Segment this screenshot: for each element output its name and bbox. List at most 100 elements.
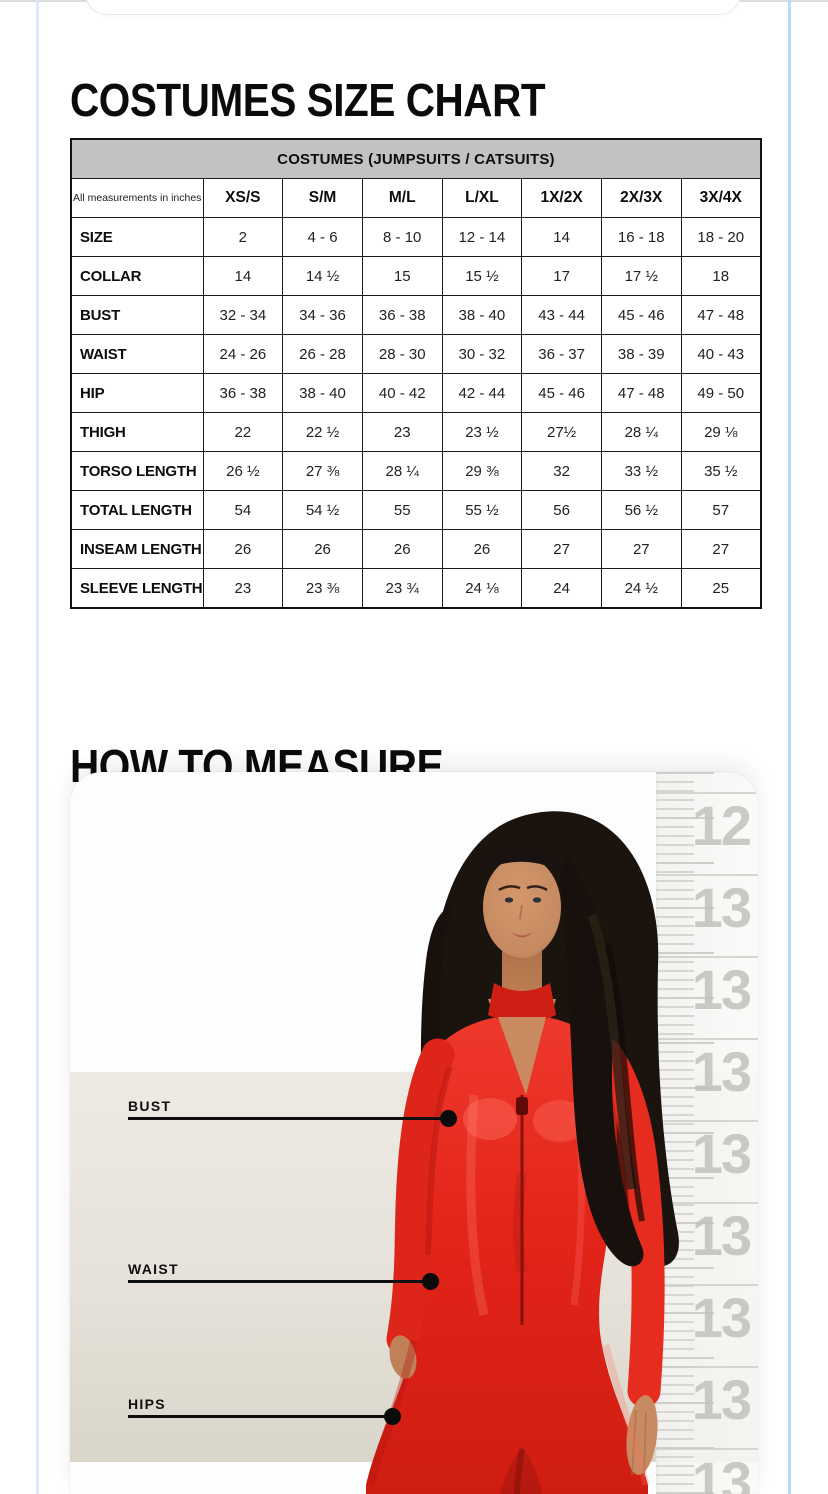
tape-number: 13 <box>691 1122 752 1185</box>
tape-number: 13 <box>691 958 752 1021</box>
column-header: 3X/4X <box>680 178 762 218</box>
size-value-cell: 47 - 48 <box>600 373 682 413</box>
size-value-cell: 38 - 40 <box>282 373 363 413</box>
size-value-cell: 35 ½ <box>680 451 762 491</box>
size-value-cell: 32 - 34 <box>202 295 284 335</box>
size-value-cell: 15 <box>361 256 443 296</box>
table-row: THIGH 22 22 ½ 23 23 ½ 27½ 28 ¼ 29 ⅛ <box>70 412 762 452</box>
tape-number: 13 <box>691 876 752 939</box>
size-value-cell: 26 - 28 <box>282 334 363 374</box>
size-value-cell: 34 - 36 <box>282 295 363 335</box>
size-value-cell: 49 - 50 <box>680 373 762 413</box>
table-row: TORSO LENGTH 26 ½ 27 ⅜ 28 ¼ 29 ⅜ 32 33 ½ 35 ½ <box>70 451 762 491</box>
size-value-cell: 54 <box>202 490 284 530</box>
size-value-cell: 56 <box>521 490 602 530</box>
previous-card-bottom-edge <box>85 0 741 14</box>
table-row: COLLAR 14 14 ½ 15 15 ½ 17 17 ½ 18 <box>70 256 762 296</box>
size-value-cell: 14 <box>202 256 284 296</box>
size-value-cell: 40 - 43 <box>680 334 762 374</box>
hips-pointer-line <box>128 1415 392 1418</box>
column-header: L/XL <box>441 178 523 218</box>
size-value-cell: 38 - 39 <box>600 334 682 374</box>
size-value-cell: 8 - 10 <box>361 217 443 257</box>
size-value-cell: 16 - 18 <box>600 217 682 257</box>
row-label: HIP <box>70 373 204 413</box>
size-value-cell: 36 - 37 <box>521 334 602 374</box>
size-value-cell: 54 ½ <box>282 490 363 530</box>
row-label: THIGH <box>70 412 204 452</box>
size-value-cell: 47 - 48 <box>680 295 762 335</box>
bust-pointer-line <box>128 1117 448 1120</box>
bust-label: BUST <box>128 1098 172 1114</box>
size-value-cell: 12 - 14 <box>441 217 523 257</box>
tape-number: 13 <box>691 1450 752 1494</box>
size-value-cell: 28 ¼ <box>361 451 443 491</box>
row-label: SLEEVE LENGTH <box>70 568 204 609</box>
size-value-cell: 23 <box>361 412 443 452</box>
table-row: WAIST 24 - 26 26 - 28 28 - 30 30 - 32 36 - 37… <box>70 334 762 374</box>
size-value-cell: 56 ½ <box>600 490 682 530</box>
size-value-cell: 57 <box>680 490 762 530</box>
size-value-cell: 40 - 42 <box>361 373 443 413</box>
bust-measure-callout: BUST <box>128 1098 457 1127</box>
size-value-cell: 23 ⅜ <box>282 568 363 609</box>
size-value-cell: 55 ½ <box>441 490 523 530</box>
table-title: COSTUMES (JUMPSUITS / CATSUITS) <box>70 138 762 179</box>
row-label: BUST <box>70 295 204 335</box>
size-value-cell: 27 <box>521 529 602 569</box>
table-row: INSEAM LENGTH 26 26 26 26 27 27 27 <box>70 529 762 569</box>
tape-number: 13 <box>691 1040 752 1103</box>
size-value-cell: 29 ⅛ <box>680 412 762 452</box>
size-value-cell: 33 ½ <box>600 451 682 491</box>
size-value-cell: 23 <box>202 568 284 609</box>
size-chart-table: COSTUMES (JUMPSUITS / CATSUITS) All meas… <box>70 138 762 609</box>
size-value-cell: 36 - 38 <box>202 373 284 413</box>
size-value-cell: 24 ½ <box>600 568 682 609</box>
how-to-measure-photo: 12 13 13 13 13 13 13 13 13 <box>70 772 758 1494</box>
row-label: TOTAL LENGTH <box>70 490 204 530</box>
column-header-row: All measurements in inches XS/S S/M M/L L/X… <box>70 178 762 218</box>
size-value-cell: 17 <box>521 256 602 296</box>
size-value-cell: 28 - 30 <box>361 334 443 374</box>
size-value-cell: 30 - 32 <box>441 334 523 374</box>
waist-pointer-line <box>128 1280 430 1283</box>
size-value-cell: 24 ⅛ <box>441 568 523 609</box>
waist-measure-callout: WAIST <box>128 1261 439 1290</box>
column-header: S/M <box>282 178 363 218</box>
size-value-cell: 42 - 44 <box>441 373 523 413</box>
size-value-cell: 24 <box>521 568 602 609</box>
size-value-cell: 27 <box>600 529 682 569</box>
size-value-cell: 28 ¼ <box>600 412 682 452</box>
size-value-cell: 26 <box>202 529 284 569</box>
row-label: SIZE <box>70 217 204 257</box>
column-header: 1X/2X <box>521 178 602 218</box>
size-value-cell: 4 - 6 <box>282 217 363 257</box>
hips-label: HIPS <box>128 1396 166 1412</box>
size-value-cell: 17 ½ <box>600 256 682 296</box>
size-value-cell: 27 ⅜ <box>282 451 363 491</box>
bust-pointer-dot <box>440 1110 457 1127</box>
hips-measure-callout: HIPS <box>128 1396 401 1425</box>
table-row: TOTAL LENGTH 54 54 ½ 55 55 ½ 56 56 ½ 57 <box>70 490 762 530</box>
table-row: SLEEVE LENGTH 23 23 ⅜ 23 ¾ 24 ⅛ 24 24 ½ 25 <box>70 568 762 609</box>
size-value-cell: 22 <box>202 412 284 452</box>
left-border-guide <box>36 0 39 1494</box>
unit-note: All measurements in inches <box>70 178 204 218</box>
table-row: BUST 32 - 34 34 - 36 36 - 38 38 - 40 43 - 44 4… <box>70 295 762 335</box>
size-value-cell: 45 - 46 <box>600 295 682 335</box>
tape-number: 13 <box>691 1368 752 1431</box>
size-value-cell: 18 <box>680 256 762 296</box>
size-value-cell: 29 ⅜ <box>441 451 523 491</box>
size-value-cell: 38 - 40 <box>441 295 523 335</box>
row-label: INSEAM LENGTH <box>70 529 204 569</box>
size-value-cell: 14 <box>521 217 602 257</box>
waist-pointer-dot <box>422 1273 439 1290</box>
size-value-cell: 36 - 38 <box>361 295 443 335</box>
size-value-cell: 26 ½ <box>202 451 284 491</box>
size-value-cell: 24 - 26 <box>202 334 284 374</box>
measuring-tape-graphic: 12 13 13 13 13 13 13 13 13 <box>656 772 758 1494</box>
size-value-cell: 45 - 46 <box>521 373 602 413</box>
table-row: HIP 36 - 38 38 - 40 40 - 42 42 - 44 45 - 46 47… <box>70 373 762 413</box>
row-label: COLLAR <box>70 256 204 296</box>
size-value-cell: 27½ <box>521 412 602 452</box>
